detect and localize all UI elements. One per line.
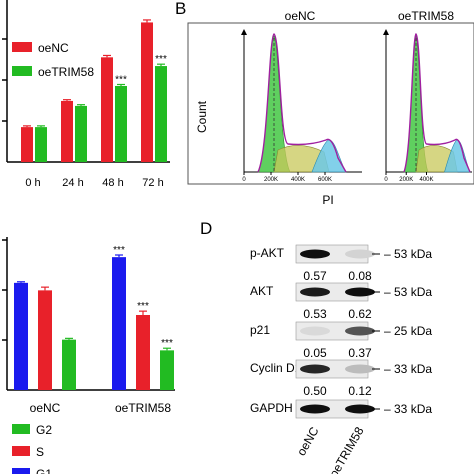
panel-c-legend-swatch	[12, 446, 30, 456]
panel-c-bar	[14, 282, 28, 390]
panel-c-tick-label: oeTRIM58	[115, 401, 171, 415]
panel-a-tick-label: 72 h	[142, 177, 163, 189]
panel-a-bars: *** ***	[21, 19, 167, 163]
panel-d-band	[300, 287, 330, 297]
panel-d-lane-label: oeTRIM58	[326, 424, 366, 474]
panel-d-western-blot: D p-AKT – 53 kDa 0.57 0.08 AKT – 53 kDa 0.53 0.…	[200, 219, 432, 474]
panel-b-x-tick-label: 0	[384, 177, 388, 183]
panel-a-legend-swatch	[12, 42, 32, 52]
panel-d-quant-value: 0.08	[348, 269, 372, 283]
panel-a-tick-label: 24 h	[62, 177, 83, 189]
panel-b-flow-cytometry: B Count PI oeNC 0 200K 400K 600K oeTRIM58 0 200…	[175, 0, 474, 207]
panel-c-legend-label: S	[36, 445, 44, 459]
panel-d-protein-label: GAPDH	[250, 401, 293, 415]
panel-b-label: B	[175, 0, 186, 18]
panel-a-bar	[35, 127, 47, 162]
panel-a-bar	[115, 85, 127, 162]
panel-d-marker-label: – 53 kDa	[384, 247, 432, 261]
panel-a-significance: ***	[115, 74, 127, 85]
panel-d-marker-label: – 33 kDa	[384, 362, 432, 376]
panel-a-significance: ***	[155, 54, 167, 65]
panel-d-band	[345, 364, 375, 374]
panel-d-quant-value: 0.37	[348, 346, 372, 360]
panel-a-legend-swatch	[12, 66, 32, 76]
panel-d-quant-value: 0.12	[348, 384, 372, 398]
panel-c-bar	[112, 257, 126, 390]
panel-b-axis-arrow	[241, 29, 247, 35]
panel-d-quant-value: 0.57	[303, 269, 327, 283]
panel-b-fit-curve	[257, 33, 347, 173]
panel-d-quant-value: 0.62	[348, 307, 372, 321]
panel-b-histogram: oeNC 0 200K 400K 600K	[241, 9, 362, 183]
panel-a-bar	[21, 127, 33, 162]
panel-d-marker-label: – 53 kDa	[384, 285, 432, 299]
panel-c-legend: G2 S G1	[12, 423, 52, 474]
panel-a-bar	[101, 57, 113, 163]
panel-c-significance: ***	[113, 245, 125, 256]
panel-b-plot-title: oeTRIM58	[398, 9, 454, 23]
panel-a-bar	[75, 105, 87, 162]
panel-a-bar	[61, 100, 73, 162]
panel-c-bar	[136, 315, 150, 390]
panel-a-bar	[141, 22, 153, 162]
panel-b-x-tick-label: 0	[242, 177, 246, 183]
panel-a-tick-label: 0 h	[25, 177, 40, 189]
panel-c-legend-swatch	[12, 424, 30, 434]
panel-a-bar	[155, 66, 167, 162]
panel-d-protein-label: AKT	[250, 284, 274, 298]
panel-d-band	[300, 326, 330, 336]
panel-d-band	[300, 249, 330, 259]
panel-a-chart: *** *** 0 h 24 h 48 h 72 h oeNC oeTRIM58	[2, 0, 170, 189]
panel-d-quant-value: 0.53	[303, 307, 327, 321]
panel-a-tick-labels: 0 h 24 h 48 h 72 h	[25, 177, 163, 189]
panel-c-bar	[38, 290, 52, 390]
panel-b-histogram: oeTRIM58 0 200K 400K	[383, 9, 472, 183]
panel-c-tick-labels: oeNC oeTRIM58	[30, 401, 172, 415]
panel-b-ylabel: Count	[195, 100, 209, 133]
panel-d-band	[300, 404, 330, 414]
panel-c-bar	[62, 339, 76, 390]
panel-d-protein-label: p-AKT	[250, 246, 285, 260]
panel-d-band	[345, 404, 375, 414]
panel-b-plot-title: oeNC	[285, 9, 316, 23]
panel-d-band	[300, 364, 330, 374]
panel-b-x-tick-label: 200K	[399, 177, 413, 183]
panel-b-fit-curve	[403, 33, 471, 173]
panel-c-legend-swatch	[12, 468, 30, 474]
panel-b-xlabel: PI	[322, 193, 333, 207]
panel-d-quant-value: 0.50	[303, 384, 327, 398]
panel-b-histograms: oeNC 0 200K 400K 600K oeTRIM58 0 200K 400K	[241, 9, 472, 183]
panel-d-band	[345, 249, 375, 259]
panel-a-legend: oeNC oeTRIM58	[12, 41, 94, 79]
panel-a-tick-label: 48 h	[102, 177, 123, 189]
panel-d-marker-label: – 33 kDa	[384, 402, 432, 416]
panel-d-marker-label: – 25 kDa	[384, 324, 432, 338]
panel-b-x-tick-label: 600K	[318, 177, 332, 183]
panel-b-axis-arrow	[383, 29, 389, 35]
panel-d-quant-value: 0.05	[303, 346, 327, 360]
panel-d-protein-label: Cyclin D1	[250, 361, 302, 375]
panel-c-significance: ***	[161, 338, 173, 349]
panel-d-label: D	[200, 219, 212, 238]
panel-b-x-tick-label: 400K	[419, 177, 433, 183]
panel-c-legend-label: G1	[36, 467, 52, 474]
panel-d-protein-label: p21	[250, 323, 270, 337]
panel-a-legend-label: oeNC	[38, 41, 69, 55]
panel-d-band	[345, 326, 375, 336]
panel-c-tick-label: oeNC	[30, 401, 61, 415]
panel-b-frame	[187, 22, 474, 185]
panel-c-significance: ***	[137, 301, 149, 312]
panel-c-legend-label: G2	[36, 423, 52, 437]
panel-d-lane-label: oeNC	[294, 424, 322, 458]
panel-d-rows: p-AKT – 53 kDa 0.57 0.08 AKT – 53 kDa 0.53 0.62…	[250, 244, 432, 419]
panel-c-bars: *** *** ***	[14, 245, 174, 390]
panel-b-x-tick-label: 400K	[291, 177, 305, 183]
panel-c-bar	[160, 350, 174, 390]
panel-a-legend-label: oeTRIM58	[38, 65, 94, 79]
panel-b-x-tick-label: 200K	[264, 177, 278, 183]
panel-d-lane-labels: oeNC oeTRIM58	[294, 424, 367, 474]
panel-c-chart: *** *** *** oeNC oeTRIM58 G2 S G1	[2, 237, 175, 474]
panel-d-band	[345, 287, 375, 297]
